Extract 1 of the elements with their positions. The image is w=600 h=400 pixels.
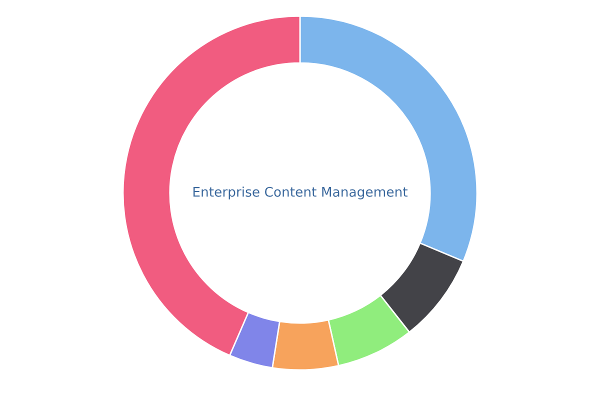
text: Enterprise Content Management (193, 186, 408, 200)
